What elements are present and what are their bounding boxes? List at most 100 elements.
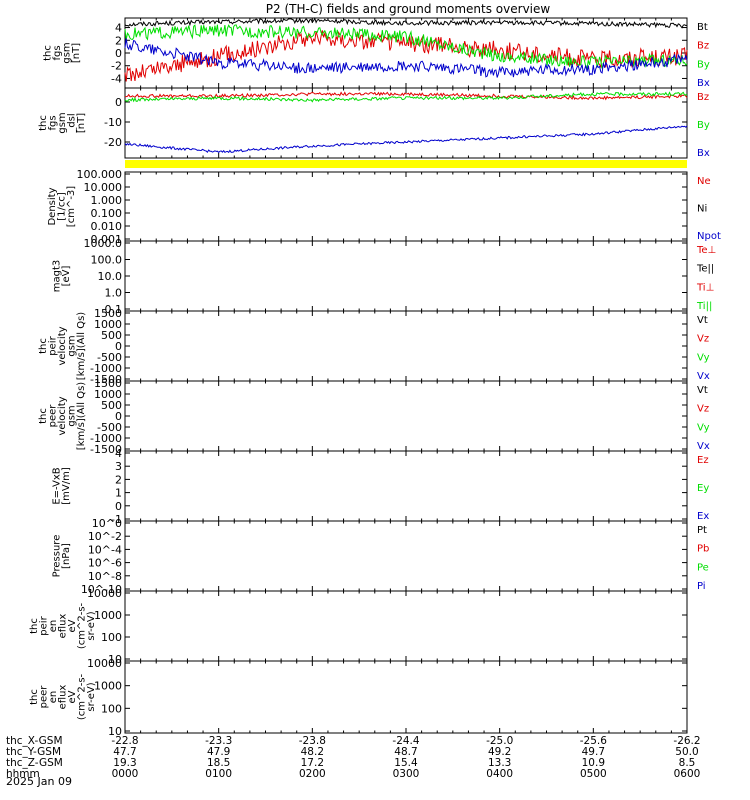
y-axis-label-line: [cm^-3] bbox=[66, 186, 77, 227]
panel-6: 150010005000-500-1000-1500thcpeervelocit… bbox=[38, 377, 710, 456]
y-tick-label: 0 bbox=[115, 96, 122, 109]
y-tick-label: 10^-8 bbox=[88, 570, 122, 583]
y-axis-label-line: peer bbox=[48, 404, 59, 428]
legend-vx: Vx bbox=[697, 371, 710, 382]
y-axis-label-line: velocity bbox=[57, 326, 68, 365]
legend-ne: Ne bbox=[697, 176, 711, 187]
panel-frame bbox=[124, 590, 688, 662]
y-tick-label: 0 bbox=[115, 500, 122, 513]
y-tick-label: -1 bbox=[111, 513, 122, 526]
x-axis-value: 10.9 bbox=[582, 757, 605, 769]
y-axis-label-line: velocity bbox=[57, 396, 68, 435]
y-axis-label-line: fgs bbox=[52, 45, 63, 60]
legend-bt: Bt bbox=[697, 22, 708, 33]
y-tick-label: 1 bbox=[115, 487, 122, 500]
x-axis-value: -24.4 bbox=[392, 735, 419, 747]
x-axis-value: 49.2 bbox=[488, 746, 511, 758]
y-axis-label-line: eV bbox=[67, 690, 78, 703]
y-axis-label-line: [mV/m] bbox=[61, 467, 72, 505]
legend-vx: Vx bbox=[697, 441, 710, 452]
x-axis-value: 17.2 bbox=[301, 757, 324, 769]
y-axis-label-line: gsm bbox=[67, 405, 78, 426]
y-tick-label: 2 bbox=[115, 473, 122, 486]
x-axis-value: 48.7 bbox=[394, 746, 417, 758]
legend-vz: Vz bbox=[697, 404, 709, 415]
y-tick-label: 0.1 bbox=[105, 303, 123, 316]
panel-frame bbox=[124, 171, 688, 242]
series-bx-line bbox=[124, 125, 688, 154]
legend-npot: Npot bbox=[697, 231, 721, 242]
y-axis-label: Pressure[nPa] bbox=[52, 535, 73, 578]
y-axis-label-line: thc bbox=[38, 338, 49, 354]
y-axis-label-line: [1/cc] bbox=[57, 192, 68, 221]
legend-pi: Pi bbox=[697, 581, 706, 592]
x-axis-value: 50.0 bbox=[675, 746, 698, 758]
y-tick-label: 0.100 bbox=[91, 207, 123, 220]
y-tick-label: 3 bbox=[115, 460, 122, 473]
y-tick-label: 1000 bbox=[94, 680, 122, 693]
series-by-line bbox=[124, 91, 688, 103]
y-axis-label-line: (cm^2-s- bbox=[77, 602, 88, 649]
x-axis-value: -23.8 bbox=[299, 735, 326, 747]
panel-frame bbox=[124, 240, 688, 312]
x-axis-value: -25.0 bbox=[486, 735, 513, 747]
x-axis-value: 47.7 bbox=[113, 746, 136, 758]
y-tick-label: 10.0 bbox=[98, 270, 123, 283]
y-axis-label-line: peir bbox=[48, 335, 59, 355]
y-axis-label-line: eflux bbox=[58, 614, 69, 639]
y-tick-label: 1500 bbox=[94, 307, 122, 320]
y-tick-label: 500 bbox=[101, 329, 122, 342]
x-axis-value: 19.3 bbox=[113, 757, 136, 769]
x-axis-value: 0200 bbox=[299, 768, 326, 780]
x-axis-value: 0300 bbox=[393, 768, 420, 780]
y-axis-label-line: gsm bbox=[67, 335, 78, 356]
y-tick-label: 100 bbox=[101, 702, 122, 715]
legend-pt: Pt bbox=[697, 525, 707, 536]
x-axis-value: 18.5 bbox=[207, 757, 230, 769]
y-axis-label: E=-VxB[mV/m] bbox=[52, 467, 73, 505]
y-axis-label-line: peer bbox=[39, 685, 50, 709]
y-tick-label: 0 bbox=[115, 410, 122, 423]
x-axis-value: -23.3 bbox=[205, 735, 232, 747]
legend-ti: Ti|| bbox=[696, 301, 712, 312]
y-tick-label: 10.000 bbox=[84, 181, 123, 194]
y-axis-label-line: [nT] bbox=[76, 113, 87, 133]
x-axis-value: 0000 bbox=[112, 768, 139, 780]
x-axis-value: -22.8 bbox=[111, 735, 138, 747]
panel-stack: 420-2-4thcfgsgsm[nT]BtBzByBx0-10-20thcfg… bbox=[29, 17, 721, 738]
y-tick-label: 100.000 bbox=[77, 168, 123, 181]
y-tick-label: 1.000 bbox=[91, 194, 123, 207]
panel-frame bbox=[124, 450, 688, 522]
y-axis-label-line: sr-eV) bbox=[86, 611, 97, 640]
y-axis-label-line: thc bbox=[43, 45, 54, 61]
y-tick-label: 1000 bbox=[94, 318, 122, 331]
y-tick-label: 2 bbox=[115, 34, 122, 47]
panel-10: 10000 1000 100 10 thcpeerenefluxeV(cm^2-s-sr… bbox=[29, 657, 688, 738]
legend-ti: Ti⊥ bbox=[696, 282, 714, 293]
y-tick-label: 100.0 bbox=[91, 254, 123, 267]
panel-frame bbox=[124, 380, 688, 452]
y-tick-label: -1000 bbox=[90, 362, 122, 375]
legend-bx: Bx bbox=[697, 148, 710, 159]
x-axis-value: 15.4 bbox=[394, 757, 418, 769]
y-tick-label: 10 bbox=[108, 653, 122, 666]
y-tick-label: -1000 bbox=[90, 432, 122, 445]
series-by-line bbox=[124, 24, 688, 69]
y-tick-label: 1000 bbox=[94, 388, 122, 401]
legend-by: By bbox=[697, 59, 710, 70]
date-label: 2025 Jan 09 bbox=[6, 775, 72, 788]
y-axis-label-line: [eV] bbox=[61, 266, 72, 287]
y-axis-label: Density[1/cc][cm^-3] bbox=[47, 186, 77, 227]
y-tick-label: -2 bbox=[111, 60, 122, 73]
y-axis-label-line: E=-VxB bbox=[52, 467, 63, 504]
series-bz-line bbox=[124, 30, 688, 82]
